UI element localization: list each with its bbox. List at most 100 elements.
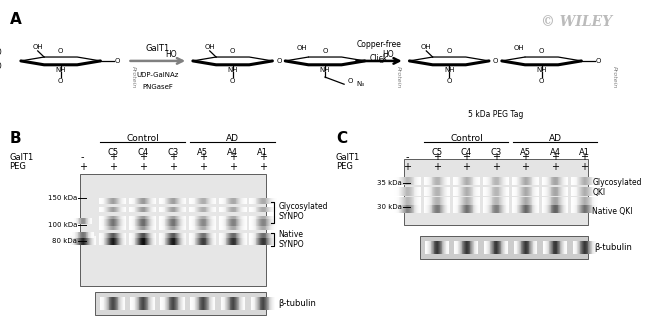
- Text: Glycosylated
QKI: Glycosylated QKI: [592, 178, 642, 197]
- Bar: [535, 177, 536, 185]
- Bar: [180, 215, 181, 221]
- Bar: [201, 297, 202, 310]
- Bar: [266, 198, 267, 204]
- Bar: [166, 233, 167, 239]
- Bar: [556, 198, 557, 206]
- Bar: [239, 233, 240, 239]
- Bar: [209, 198, 210, 204]
- Bar: [164, 215, 166, 221]
- Bar: [565, 205, 566, 213]
- Bar: [191, 238, 192, 245]
- Bar: [576, 205, 577, 213]
- Bar: [494, 241, 495, 254]
- Bar: [152, 198, 153, 204]
- Bar: [180, 297, 181, 310]
- Bar: [121, 215, 122, 221]
- Bar: [199, 207, 200, 213]
- Bar: [401, 198, 402, 206]
- Bar: [116, 219, 117, 227]
- Bar: [225, 207, 226, 213]
- Text: O: O: [114, 58, 120, 64]
- Bar: [462, 187, 463, 196]
- Bar: [250, 215, 251, 221]
- Bar: [560, 187, 561, 196]
- Bar: [263, 207, 264, 213]
- Bar: [219, 238, 220, 245]
- Bar: [233, 215, 234, 221]
- Bar: [274, 224, 275, 230]
- Bar: [222, 297, 223, 310]
- Bar: [90, 232, 91, 238]
- Bar: [144, 233, 146, 239]
- Bar: [109, 297, 110, 310]
- Bar: [92, 236, 93, 245]
- Bar: [501, 205, 502, 213]
- Bar: [454, 241, 456, 254]
- Bar: [76, 232, 77, 238]
- Bar: [402, 177, 403, 185]
- Bar: [193, 233, 194, 239]
- Bar: [447, 241, 448, 254]
- Bar: [499, 187, 500, 196]
- Bar: [520, 187, 521, 196]
- Bar: [108, 233, 109, 239]
- Bar: [142, 233, 143, 239]
- Bar: [122, 215, 123, 221]
- Bar: [161, 297, 162, 310]
- Bar: [259, 207, 260, 213]
- Bar: [546, 198, 547, 206]
- Bar: [395, 187, 396, 196]
- Bar: [491, 177, 493, 185]
- Bar: [86, 236, 87, 245]
- Bar: [227, 233, 228, 239]
- Text: Copper-free: Copper-free: [357, 40, 402, 49]
- Bar: [182, 207, 183, 213]
- Bar: [563, 205, 564, 213]
- Bar: [208, 233, 209, 239]
- Bar: [491, 241, 492, 254]
- Bar: [131, 219, 132, 227]
- Bar: [472, 177, 473, 185]
- Bar: [255, 238, 257, 245]
- Bar: [171, 207, 172, 213]
- Bar: [469, 241, 471, 254]
- Bar: [463, 205, 465, 213]
- Bar: [174, 207, 175, 213]
- Bar: [424, 198, 426, 206]
- Bar: [274, 215, 275, 221]
- Bar: [118, 207, 119, 213]
- Text: UDP-GalNAz: UDP-GalNAz: [136, 72, 179, 78]
- Bar: [233, 297, 235, 310]
- Bar: [263, 219, 264, 227]
- Bar: [103, 198, 105, 204]
- Bar: [139, 233, 140, 239]
- Bar: [491, 198, 493, 206]
- Bar: [123, 238, 124, 245]
- Bar: [552, 198, 553, 206]
- Bar: [564, 241, 566, 254]
- Bar: [135, 224, 136, 230]
- Text: C3: C3: [167, 148, 178, 156]
- Bar: [270, 215, 271, 221]
- Bar: [416, 198, 417, 206]
- Bar: [262, 215, 263, 221]
- Bar: [198, 238, 199, 245]
- Bar: [486, 177, 487, 185]
- Bar: [230, 215, 231, 221]
- Bar: [530, 177, 531, 185]
- Bar: [493, 187, 494, 196]
- Bar: [142, 215, 143, 221]
- Bar: [238, 297, 239, 310]
- Bar: [527, 205, 528, 213]
- Bar: [184, 219, 185, 227]
- Bar: [489, 187, 491, 196]
- Bar: [461, 177, 462, 185]
- Bar: [257, 207, 258, 213]
- Bar: [144, 207, 146, 213]
- Bar: [263, 224, 264, 230]
- Bar: [79, 174, 266, 286]
- Bar: [109, 215, 110, 221]
- Bar: [259, 198, 260, 204]
- Bar: [219, 215, 220, 221]
- Bar: [536, 205, 537, 213]
